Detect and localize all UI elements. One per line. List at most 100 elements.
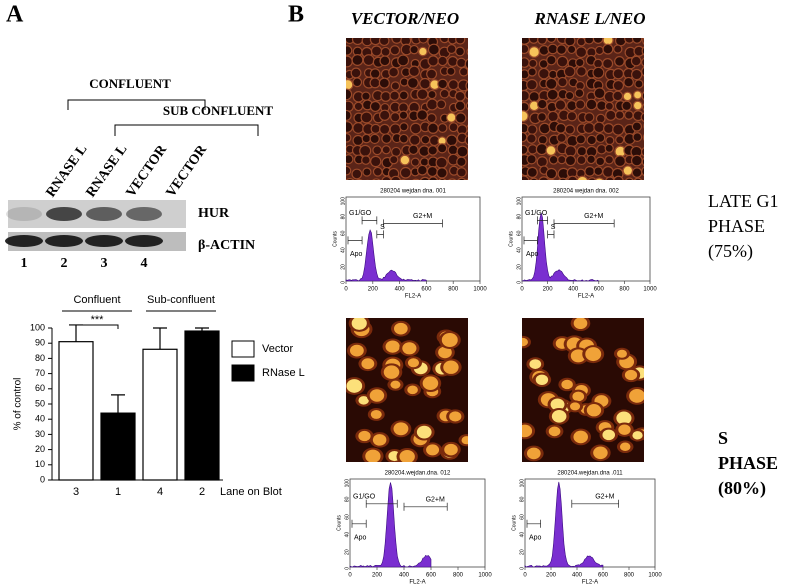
cell [378, 109, 391, 121]
cell [397, 54, 410, 67]
nucleus [438, 346, 452, 359]
histogram-curve [521, 212, 600, 282]
nucleus [369, 389, 385, 402]
nucleus [616, 411, 632, 425]
gate [553, 219, 615, 228]
column-header: VECTOR/NEO [351, 9, 459, 28]
band [126, 207, 162, 221]
cell [631, 167, 643, 178]
cell [522, 89, 530, 102]
cell [457, 177, 467, 180]
cell [630, 154, 643, 167]
cell [456, 57, 467, 69]
y-tick-label: 40 [516, 247, 522, 253]
cell [612, 90, 624, 102]
cell [380, 46, 391, 57]
cell [641, 57, 644, 67]
cell [592, 66, 605, 79]
cell [346, 45, 353, 56]
group-label: Confluent [73, 294, 120, 306]
y-tick-label: 100 [30, 322, 45, 332]
x-tick-label: 600 [421, 287, 432, 293]
cell [631, 38, 643, 44]
band-label: HUR [198, 206, 230, 221]
cell [575, 46, 588, 59]
nucleus [372, 434, 387, 446]
histogram-frame [524, 478, 656, 568]
cell [390, 175, 402, 180]
gate [361, 216, 378, 225]
x-tick-label: 1000 [473, 287, 487, 293]
cell [346, 88, 353, 101]
cell [406, 76, 419, 89]
cell [381, 175, 392, 180]
gate [351, 519, 367, 528]
cell [574, 88, 585, 99]
cell [427, 55, 439, 67]
cell [526, 78, 538, 91]
nucleus [586, 404, 602, 417]
cell [641, 91, 644, 101]
y-tick-label: 50 [35, 398, 45, 408]
nucleus [394, 322, 408, 335]
cell [369, 38, 382, 46]
cell [455, 38, 466, 45]
band [5, 235, 43, 247]
bar [100, 412, 136, 481]
cell [622, 91, 633, 102]
y-tick-label: 100 [519, 479, 525, 488]
cell [465, 101, 468, 110]
cell [372, 166, 383, 177]
nucleus [407, 358, 419, 368]
cell [547, 178, 555, 180]
cell [592, 38, 604, 44]
x-tick-label: 400 [399, 573, 410, 579]
nucleus [551, 409, 567, 423]
cell [418, 38, 429, 44]
micrograph [346, 318, 468, 462]
cell [602, 43, 614, 55]
cell [369, 133, 380, 145]
cell [410, 157, 420, 167]
cell [528, 46, 541, 58]
cell [409, 44, 419, 55]
cell [522, 122, 529, 134]
cell [436, 167, 448, 179]
cell [437, 78, 448, 90]
y-tick-label: 40 [340, 247, 346, 253]
x-tick-label: 400 [568, 287, 579, 293]
nucleus [390, 380, 401, 389]
nucleus [572, 391, 585, 402]
x-axis-label: FL2-A [582, 580, 598, 586]
row-label: (75%) [708, 241, 753, 262]
cell [595, 132, 606, 143]
nucleus [444, 443, 458, 456]
x-tick-label: 200 [372, 573, 383, 579]
gate [523, 236, 538, 245]
cell [585, 98, 598, 111]
band-label: β-ACTIN [198, 238, 255, 253]
cell [447, 144, 459, 156]
cell [399, 166, 412, 179]
y-tick-label: 40 [344, 532, 350, 538]
cell [557, 76, 568, 88]
error-bar [153, 327, 167, 350]
group-label: CONFLUENT [89, 76, 171, 91]
cell [584, 112, 595, 123]
cell [528, 91, 540, 103]
cell [346, 154, 354, 165]
histogram-frame [349, 478, 486, 568]
y-axis-label: Counts [508, 231, 514, 247]
cell [605, 109, 617, 121]
cell [399, 122, 409, 132]
cell [564, 154, 577, 167]
nucleus [573, 430, 588, 444]
nucleus [443, 360, 459, 374]
cell [538, 122, 551, 135]
error-bar [111, 394, 125, 414]
cell [456, 145, 468, 158]
cell [576, 66, 587, 77]
cell [464, 89, 468, 100]
histogram-curve [524, 481, 604, 568]
cell [372, 145, 383, 156]
